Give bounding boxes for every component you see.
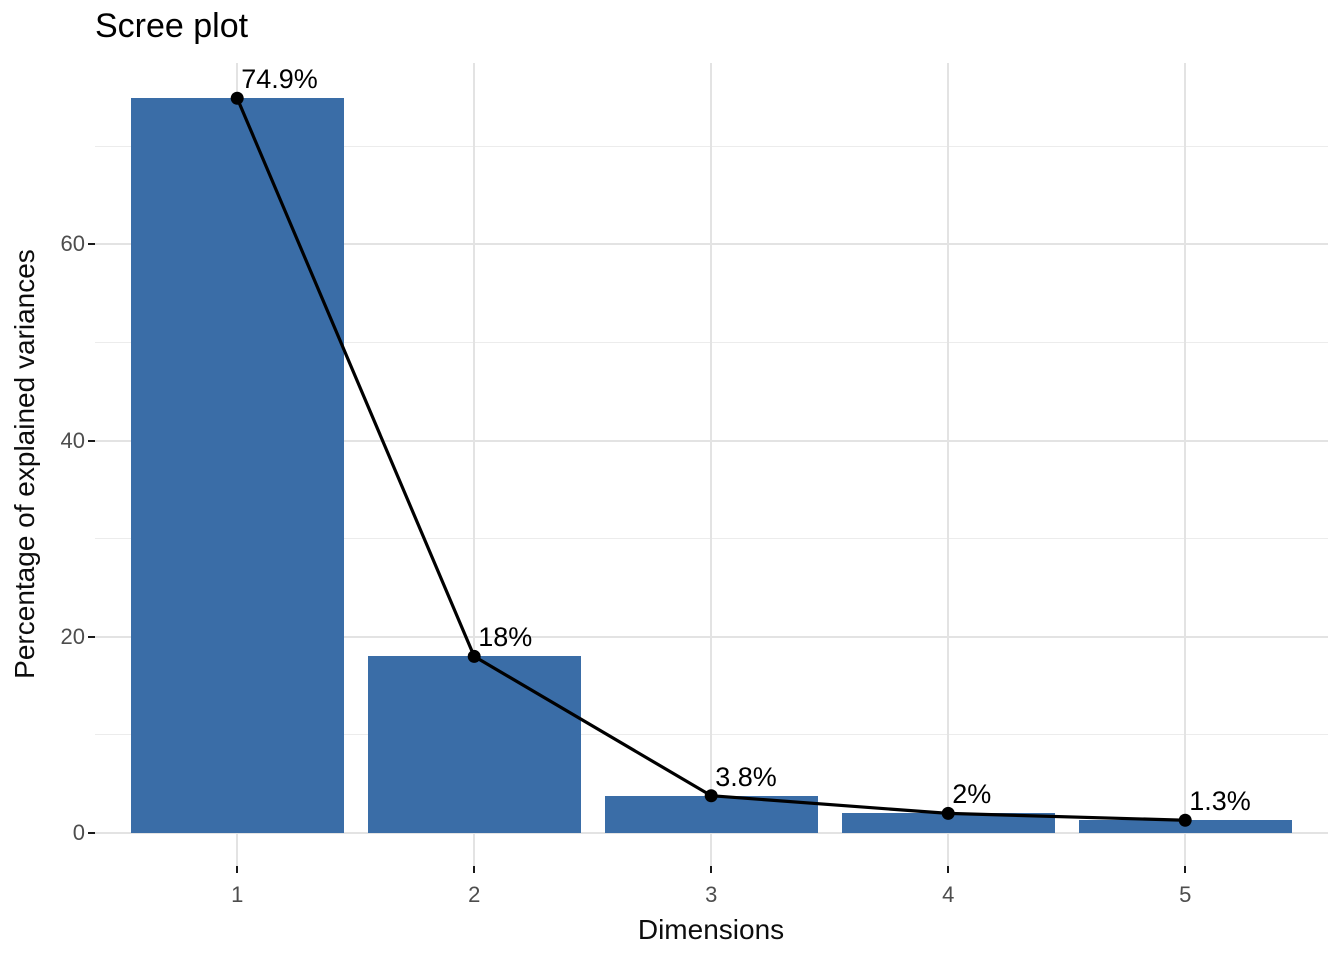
bar-dimension-2 [367, 656, 581, 833]
bar-dimension-1 [130, 98, 344, 833]
y-tick-label-0: 0 [72, 820, 85, 845]
x-tick-mark-4 [947, 866, 950, 873]
x-tick-label-3: 3 [705, 882, 718, 907]
y-tick-label-40: 40 [60, 427, 85, 453]
value-label-2: 18% [478, 622, 533, 653]
y-axis-title: Percentage of explained variances [9, 249, 40, 679]
gridline-major-x-4 [947, 63, 950, 866]
x-tick-label-4: 4 [942, 882, 955, 907]
x-tick-mark-1 [236, 866, 239, 873]
y-tick-label-60: 60 [60, 231, 85, 257]
x-tick-label-5: 5 [1179, 882, 1192, 907]
x-tick-mark-5 [1184, 866, 1187, 873]
value-label-5: 1.3% [1189, 786, 1251, 817]
x-tick-mark-2 [473, 866, 476, 873]
y-tick-mark-40 [88, 439, 95, 442]
value-label-1: 74.9% [241, 64, 318, 95]
gridline-major-x-5 [1184, 63, 1187, 866]
y-tick-mark-20 [88, 635, 95, 638]
gridline-major-x-3 [710, 63, 713, 866]
y-tick-mark-60 [88, 243, 95, 246]
value-label-4: 2% [952, 779, 992, 810]
bar-dimension-3 [604, 795, 818, 833]
x-tick-mark-3 [710, 866, 713, 873]
x-axis-title: Dimensions [637, 914, 785, 945]
x-tick-label-2: 2 [468, 882, 481, 907]
x-tick-label-1: 1 [231, 882, 244, 907]
bar-dimension-5 [1078, 820, 1292, 833]
y-tick-label-20: 20 [60, 623, 85, 649]
plot-title: Scree plot [95, 7, 249, 45]
value-label-3: 3.8% [715, 761, 777, 792]
y-tick-mark-0 [88, 832, 95, 834]
bar-dimension-4 [841, 813, 1055, 833]
